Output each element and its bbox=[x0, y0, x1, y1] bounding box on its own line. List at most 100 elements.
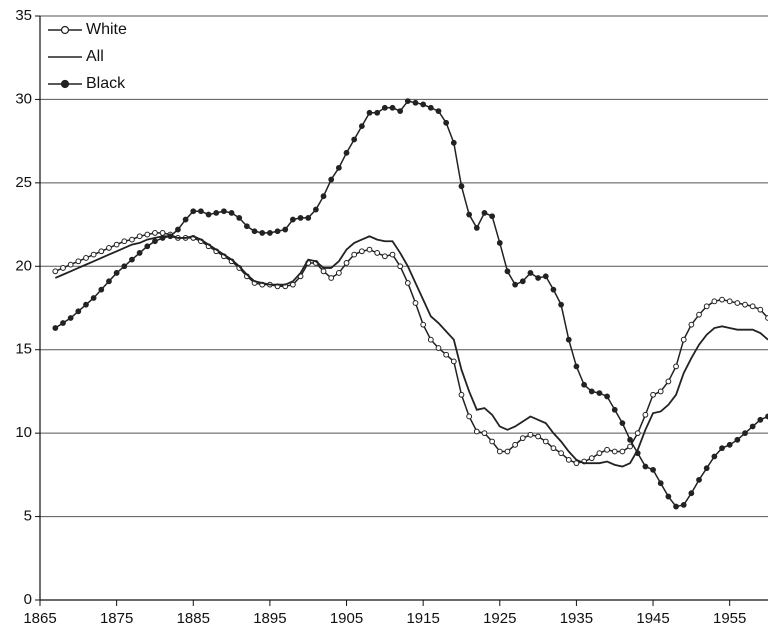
data-point bbox=[604, 393, 610, 400]
data-point bbox=[734, 300, 741, 306]
data-point bbox=[550, 445, 557, 452]
data-point bbox=[650, 391, 656, 398]
legend: White All Black bbox=[48, 21, 127, 92]
data-point bbox=[527, 431, 534, 438]
data-point bbox=[83, 255, 89, 261]
data-point bbox=[335, 270, 342, 276]
data-point bbox=[473, 225, 480, 231]
data-point bbox=[565, 456, 572, 463]
data-point bbox=[358, 123, 365, 130]
series-line bbox=[55, 232, 768, 464]
data-point bbox=[205, 211, 212, 218]
data-point bbox=[106, 245, 112, 251]
data-point bbox=[412, 300, 419, 306]
data-point bbox=[688, 490, 695, 497]
data-point bbox=[726, 298, 733, 305]
data-point bbox=[274, 228, 281, 235]
data-point bbox=[757, 416, 764, 423]
data-point bbox=[98, 286, 105, 293]
x-tick-label: 1955 bbox=[713, 610, 746, 627]
data-point bbox=[320, 268, 327, 275]
data-point bbox=[67, 261, 74, 268]
data-point bbox=[420, 101, 427, 108]
data-point bbox=[742, 430, 748, 437]
data-point bbox=[657, 388, 664, 395]
data-point bbox=[680, 501, 687, 508]
data-point bbox=[136, 233, 143, 240]
data-point bbox=[642, 411, 649, 418]
data-point bbox=[734, 436, 741, 443]
data-point bbox=[427, 336, 434, 343]
x-tick-label: 1905 bbox=[330, 610, 363, 627]
grid bbox=[40, 15, 768, 601]
data-point bbox=[703, 465, 710, 472]
legend-marker bbox=[60, 79, 70, 89]
data-point bbox=[404, 280, 411, 286]
data-point bbox=[312, 206, 319, 213]
data-point bbox=[52, 268, 59, 275]
data-point bbox=[328, 275, 335, 281]
data-point bbox=[443, 351, 450, 358]
data-point bbox=[519, 435, 526, 442]
data-point bbox=[588, 388, 595, 395]
y-tick-label: 0 bbox=[24, 591, 32, 608]
data-point bbox=[144, 231, 151, 238]
data-point bbox=[374, 109, 381, 116]
data-point bbox=[389, 251, 396, 258]
data-point bbox=[75, 308, 82, 315]
data-point bbox=[60, 265, 66, 271]
data-point bbox=[366, 109, 373, 116]
data-point bbox=[90, 295, 97, 301]
data-point bbox=[420, 321, 427, 328]
data-point bbox=[742, 301, 748, 308]
data-point bbox=[159, 235, 166, 241]
data-point bbox=[596, 390, 603, 396]
data-point bbox=[504, 448, 511, 455]
data-point bbox=[496, 448, 503, 455]
legend-label: White bbox=[86, 21, 127, 38]
data-point bbox=[83, 301, 89, 308]
data-point bbox=[106, 278, 112, 285]
data-point bbox=[305, 214, 312, 221]
data-point bbox=[282, 226, 289, 233]
data-point bbox=[504, 268, 511, 275]
data-point bbox=[351, 251, 358, 258]
data-point bbox=[535, 433, 542, 440]
y-tick-label: 5 bbox=[24, 508, 32, 525]
x-tick-label: 1865 bbox=[23, 610, 56, 627]
y-tick-label: 20 bbox=[15, 257, 32, 274]
data-point bbox=[627, 436, 633, 443]
data-point bbox=[167, 233, 174, 240]
data-point bbox=[665, 378, 672, 385]
y-tick-label: 35 bbox=[15, 7, 32, 24]
data-point bbox=[473, 428, 480, 435]
data-point bbox=[619, 448, 626, 455]
data-point bbox=[198, 208, 204, 215]
data-point bbox=[558, 450, 564, 457]
y-tick-label: 10 bbox=[15, 424, 32, 441]
data-point bbox=[297, 214, 304, 221]
data-point bbox=[450, 358, 457, 365]
data-point bbox=[711, 453, 718, 460]
data-point bbox=[535, 275, 542, 281]
data-point bbox=[650, 466, 656, 473]
data-point bbox=[542, 438, 549, 445]
data-point bbox=[665, 493, 672, 500]
data-point bbox=[450, 139, 457, 146]
data-point bbox=[604, 446, 610, 453]
data-point bbox=[228, 209, 235, 216]
data-point bbox=[512, 281, 519, 288]
data-point bbox=[550, 286, 557, 293]
data-point bbox=[481, 209, 488, 216]
data-point bbox=[75, 258, 82, 265]
data-point bbox=[680, 336, 687, 343]
y-tick-label: 15 bbox=[15, 341, 32, 358]
data-point bbox=[381, 104, 388, 111]
data-point bbox=[67, 315, 74, 321]
data-point bbox=[90, 251, 97, 258]
data-point bbox=[588, 455, 595, 462]
data-point bbox=[642, 463, 649, 470]
data-point bbox=[190, 208, 197, 215]
x-tick-label: 1925 bbox=[483, 610, 516, 627]
data-point bbox=[711, 298, 718, 305]
